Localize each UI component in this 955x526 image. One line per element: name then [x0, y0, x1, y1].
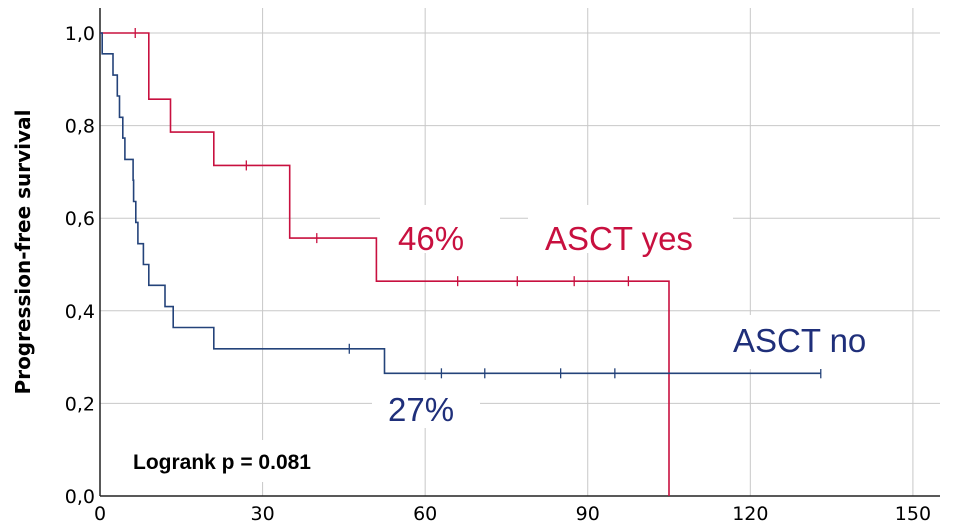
x-tick-label: 150: [895, 503, 931, 525]
label-bg-27: [372, 380, 480, 428]
annotation-27-percent: 27%: [388, 391, 454, 428]
y-tick-label: 0,0: [65, 486, 95, 508]
annotation-asct-no: ASCT no: [733, 322, 866, 359]
tick-labels: 0 30 60 90 120 150 0,0 0,2 0,4 0,6 0,8 1,0: [65, 23, 931, 525]
annotation-asct-yes: ASCT yes: [545, 220, 693, 257]
censor-marks: [134, 28, 822, 379]
y-tick-label: 0,8: [65, 116, 95, 138]
y-tick-label: 0,4: [65, 301, 95, 323]
label-bg-46: [380, 205, 500, 253]
y-tick-label: 0,6: [65, 208, 95, 230]
label-bg-asct-yes: [528, 205, 733, 253]
label-bg-logrank: [118, 440, 386, 482]
y-tick-label: 0,2: [65, 393, 95, 415]
annotations: 46% ASCT yes ASCT no 27% Logrank p = 0.0…: [118, 205, 908, 482]
x-tick-label: 0: [94, 503, 106, 525]
x-tick-label: 120: [732, 503, 768, 525]
series-line-asct-no: [100, 32, 821, 375]
grid: [100, 8, 940, 496]
y-tick-label: 1,0: [65, 23, 95, 45]
x-tick-label: 30: [250, 503, 274, 525]
x-tick-label: 60: [413, 503, 437, 525]
label-bg-asct-no: [716, 315, 908, 369]
logrank-statistic: Logrank p = 0.081: [133, 451, 311, 474]
series-line-asct-yes: [100, 32, 670, 496]
series-lines: [100, 32, 821, 496]
axes: [99, 8, 940, 497]
x-tick-label: 90: [576, 503, 600, 525]
annotation-46-percent: 46%: [398, 220, 464, 257]
y-axis-label: Progression-free survival: [11, 110, 35, 395]
